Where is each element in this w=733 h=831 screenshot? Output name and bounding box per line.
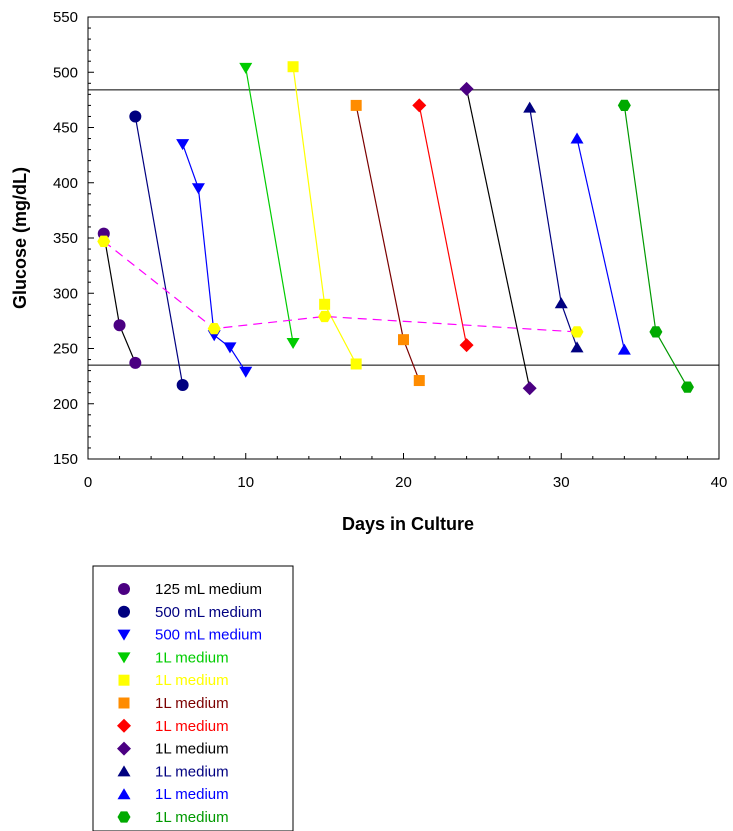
y-tick-label: 250 xyxy=(53,341,78,358)
data-point xyxy=(286,337,300,349)
series-line-8 xyxy=(466,88,531,389)
legend-marker xyxy=(118,605,130,618)
legend-label: 1L medium xyxy=(155,809,229,826)
legend-label: 1L medium xyxy=(155,672,229,689)
data-point xyxy=(318,310,332,323)
series-line-9 xyxy=(529,107,578,348)
legend-label: 500 mL medium xyxy=(155,627,262,644)
y-tick-label: 550 xyxy=(53,9,78,26)
data-point xyxy=(176,378,189,391)
legend: 125 mL medium 500 mL medium 500 mL medium 1… xyxy=(92,565,294,831)
data-point xyxy=(459,338,474,353)
data-point xyxy=(523,101,537,113)
data-point xyxy=(617,99,631,112)
data-point xyxy=(176,139,190,151)
legend-marker xyxy=(118,674,130,686)
data-point xyxy=(649,326,663,338)
data-point xyxy=(239,62,253,74)
data-point xyxy=(570,132,584,144)
data-point xyxy=(680,381,694,393)
x-tick-label: 0 xyxy=(84,474,92,491)
series-line-2 xyxy=(134,116,184,386)
x-tick-label: 30 xyxy=(553,474,570,491)
legend-marker xyxy=(117,718,131,733)
plot-frame xyxy=(87,16,720,460)
data-point xyxy=(287,61,299,73)
data-point xyxy=(522,381,537,396)
legend-label: 1L medium xyxy=(155,718,229,735)
legend-marker xyxy=(117,741,131,756)
y-tick-label: 300 xyxy=(53,285,78,302)
legend-marker xyxy=(117,629,131,641)
y-tick-label: 150 xyxy=(53,451,78,468)
legend-label: 1L medium xyxy=(155,695,229,712)
data-point xyxy=(239,366,253,378)
y-axis-title: Glucose (mg/dL) xyxy=(10,167,30,309)
data-point xyxy=(413,375,425,387)
data-point xyxy=(350,99,362,111)
series-line-7 xyxy=(418,105,468,346)
data-point xyxy=(319,298,331,310)
legend-label: 1L medium xyxy=(155,763,229,780)
data-point xyxy=(129,356,142,369)
legend-label: 125 mL medium xyxy=(155,581,262,598)
legend-marker xyxy=(117,765,131,777)
series-line-1 xyxy=(103,233,136,364)
data-point xyxy=(570,341,584,353)
x-axis-title: Days in Culture xyxy=(342,514,474,534)
y-tick-label: 450 xyxy=(53,120,78,137)
series-line-4 xyxy=(245,67,294,344)
legend-marker xyxy=(118,583,130,595)
legend-label: 1L medium xyxy=(155,741,229,758)
series-line-12 xyxy=(103,240,578,333)
y-tick-label: 400 xyxy=(53,175,78,192)
legend-label: 1L medium xyxy=(155,649,229,666)
data-point xyxy=(412,98,427,113)
data-point xyxy=(570,326,584,338)
legend-marker xyxy=(117,811,131,823)
x-tick-label: 20 xyxy=(395,474,412,491)
data-point xyxy=(191,183,205,195)
series-line-6 xyxy=(355,105,420,381)
data-point xyxy=(97,235,111,247)
data-point xyxy=(459,81,474,96)
series-line-11 xyxy=(623,105,688,388)
data-point xyxy=(207,322,221,335)
y-tick-label: 500 xyxy=(53,64,78,81)
y-tick-label: 200 xyxy=(53,396,78,413)
data-point xyxy=(398,334,409,346)
data-point xyxy=(617,343,631,355)
legend-marker xyxy=(118,697,130,709)
series-line-10 xyxy=(576,138,625,350)
legend-marker xyxy=(117,652,131,664)
data-point xyxy=(223,342,237,354)
data-point xyxy=(129,110,142,123)
data-point xyxy=(350,358,362,370)
x-tick-label: 40 xyxy=(711,474,728,491)
data-point xyxy=(113,319,126,332)
data-point xyxy=(554,297,568,309)
legend-label: 1L medium xyxy=(155,786,229,803)
x-tick-label: 10 xyxy=(237,474,254,491)
y-tick-label: 350 xyxy=(53,230,78,247)
legend-label: 500 mL medium xyxy=(155,604,262,621)
legend-marker xyxy=(117,788,131,800)
